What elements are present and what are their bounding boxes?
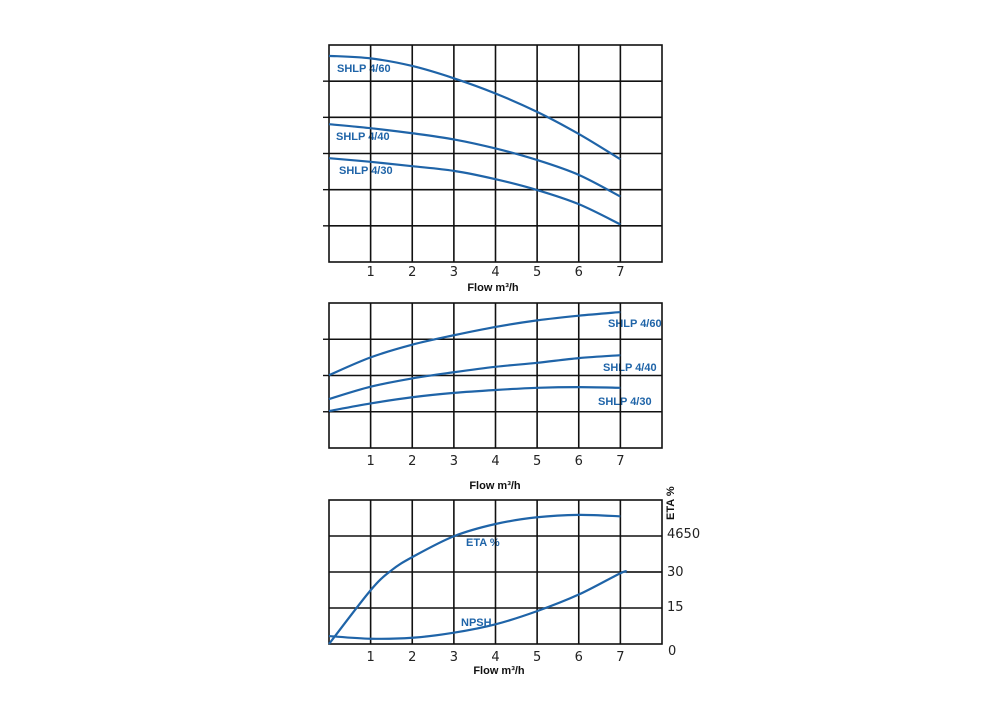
x-tick-label: 7 xyxy=(616,650,624,665)
x-tick-label: 3 xyxy=(450,454,458,469)
chart-1-series-label: SHLP 4/60 xyxy=(337,63,391,75)
x-tick-label: 4 xyxy=(491,650,499,665)
chart-3-y-tick-label: 4650 xyxy=(667,527,700,542)
chart-1: 1 2 3 4 5 6 7 xyxy=(323,44,663,280)
chart-2-labels: SHLP 4/60 SHLP 4/40 SHLP 4/30 Flow m³/h xyxy=(469,318,661,492)
chart-2-series-label: SHLP 4/60 xyxy=(608,318,662,330)
chart-1-series-label: SHLP 4/40 xyxy=(336,131,390,143)
series-curve-shlp-4-60 xyxy=(328,310,621,377)
chart-3-x-axis-label: Flow m³/h xyxy=(473,665,525,677)
x-tick-label: 2 xyxy=(408,454,416,469)
series-curve-shlp-4-40 xyxy=(328,123,621,198)
chart-2-series-label: SHLP 4/30 xyxy=(598,396,652,408)
chart-2-series-label: SHLP 4/40 xyxy=(603,362,657,374)
x-tick-label: 7 xyxy=(616,265,624,280)
series-curve-shlp-4-60 xyxy=(328,54,621,161)
x-tick-label: 4 xyxy=(491,265,499,280)
x-tick-label: 3 xyxy=(450,265,458,280)
chart-2: 1 2 3 4 5 6 7 xyxy=(323,302,663,469)
series-curve-eta- xyxy=(328,513,621,645)
x-tick-label: 1 xyxy=(366,265,374,280)
chart-1-labels: SHLP 4/60 SHLP 4/40 SHLP 4/30 Flow m³/h xyxy=(336,63,519,294)
x-tick-label: 2 xyxy=(408,265,416,280)
chart-3-y-axis-label: ETA % xyxy=(665,486,677,520)
series-curve-shlp-4-30 xyxy=(328,385,621,413)
x-tick-label: 6 xyxy=(575,454,583,469)
series-curve-shlp-4-40 xyxy=(328,354,621,401)
x-tick-label: 6 xyxy=(575,650,583,665)
chart-1-series-label: SHLP 4/30 xyxy=(339,165,393,177)
chart-1-x-axis-label: Flow m³/h xyxy=(467,282,519,294)
x-tick-label: 5 xyxy=(533,265,541,280)
x-tick-label: 1 xyxy=(366,454,374,469)
x-tick-label: 6 xyxy=(575,265,583,280)
x-tick-label: 7 xyxy=(616,454,624,469)
chart-2-x-axis-label: Flow m³/h xyxy=(469,480,521,492)
x-tick-label: 1 xyxy=(366,650,374,665)
chart-3-series-label: ETA % xyxy=(466,537,500,549)
x-tick-label: 2 xyxy=(408,650,416,665)
x-tick-label: 5 xyxy=(533,454,541,469)
chart-3-y-tick-label: 0 xyxy=(668,644,676,659)
chart-3: 1 2 3 4 5 6 7 xyxy=(328,499,663,665)
x-tick-label: 4 xyxy=(491,454,499,469)
chart-3-y-tick-label: 15 xyxy=(667,600,684,615)
chart-3-y-tick-label: 30 xyxy=(667,565,684,580)
x-tick-label: 3 xyxy=(450,650,458,665)
x-tick-label: 5 xyxy=(533,650,541,665)
series-curve-shlp-4-30 xyxy=(328,157,621,226)
series-curve-npsh xyxy=(328,570,628,640)
